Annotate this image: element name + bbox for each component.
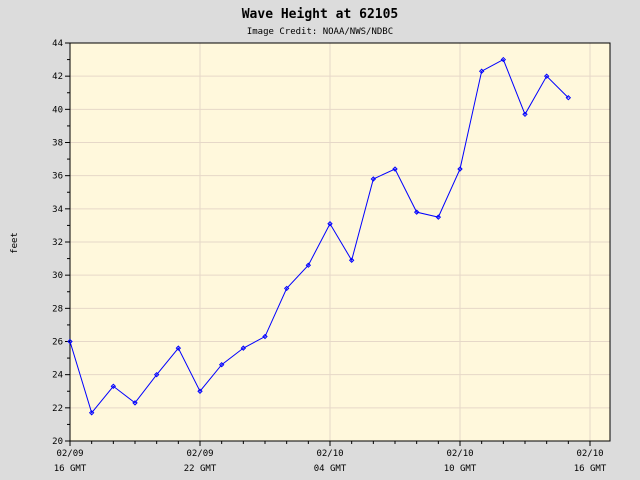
data-point (413, 209, 420, 215)
y-tick-label: 20 (52, 437, 63, 447)
data-point (132, 400, 138, 406)
y-tick-label: 40 (52, 105, 63, 115)
x-tick-label-date: 02/09 (56, 449, 83, 459)
x-tick-labels: 02/09 16 GMT 02/09 22 GMT 02/10 04 GMT 02/10 10… (54, 449, 607, 474)
x-tick-label-time: 22 GMT (184, 464, 217, 474)
data-point (370, 176, 377, 182)
x-tick-label-time: 04 GMT (314, 464, 347, 474)
y-tick-label: 28 (52, 304, 63, 314)
data-point (283, 285, 290, 292)
y-tick-label: 38 (52, 139, 63, 149)
data-point (435, 214, 442, 220)
data-point (67, 338, 73, 345)
data-point (543, 73, 550, 79)
data-point (197, 388, 203, 394)
x-tick-label-date: 02/09 (186, 449, 213, 459)
data-point (175, 345, 182, 351)
x-tick-label-time: 16 GMT (574, 464, 607, 474)
data-point (565, 95, 572, 101)
x-tick-label-date: 02/10 (446, 449, 473, 459)
y-tick-label: 26 (52, 338, 63, 348)
data-point (218, 362, 225, 368)
grid-lines (69, 42, 610, 442)
data-point (305, 262, 312, 268)
y-tick-label: 24 (52, 371, 63, 381)
chart-title: Wave Height at 62105 (242, 7, 399, 22)
x-tick-label-time: 16 GMT (54, 464, 87, 474)
series-wave-height (67, 56, 572, 416)
y-tick-label: 44 (52, 39, 63, 49)
data-point (500, 56, 507, 63)
x-tick-label-date: 02/10 (576, 449, 603, 459)
data-point (392, 166, 398, 172)
plot-frame (69, 42, 611, 442)
data-point (153, 371, 160, 378)
data-point (110, 383, 117, 389)
data-point (262, 333, 268, 340)
y-tick-labels: 20 22 24 26 28 30 32 34 36 38 40 42 44 (52, 39, 63, 447)
data-point (327, 221, 333, 227)
y-tick-label: 30 (52, 271, 63, 281)
data-point (348, 257, 355, 263)
data-point (522, 111, 528, 118)
y-tick-label: 34 (52, 205, 63, 215)
y-tick-label: 36 (52, 172, 63, 182)
x-tick-label-date: 02/10 (316, 449, 343, 459)
y-tick-label: 22 (52, 404, 63, 414)
data-point (457, 166, 463, 172)
data-point (478, 68, 485, 74)
x-tick-label-time: 10 GMT (444, 464, 477, 474)
data-point (240, 345, 247, 351)
y-tick-label: 32 (52, 238, 63, 248)
data-point (88, 410, 95, 416)
series-line (69, 58, 569, 414)
y-axis-label: feet (10, 232, 20, 254)
y-tick-label: 42 (52, 72, 63, 82)
chart-subtitle: Image Credit: NOAA/NWS/NDBC (247, 27, 393, 37)
axes (65, 42, 611, 446)
